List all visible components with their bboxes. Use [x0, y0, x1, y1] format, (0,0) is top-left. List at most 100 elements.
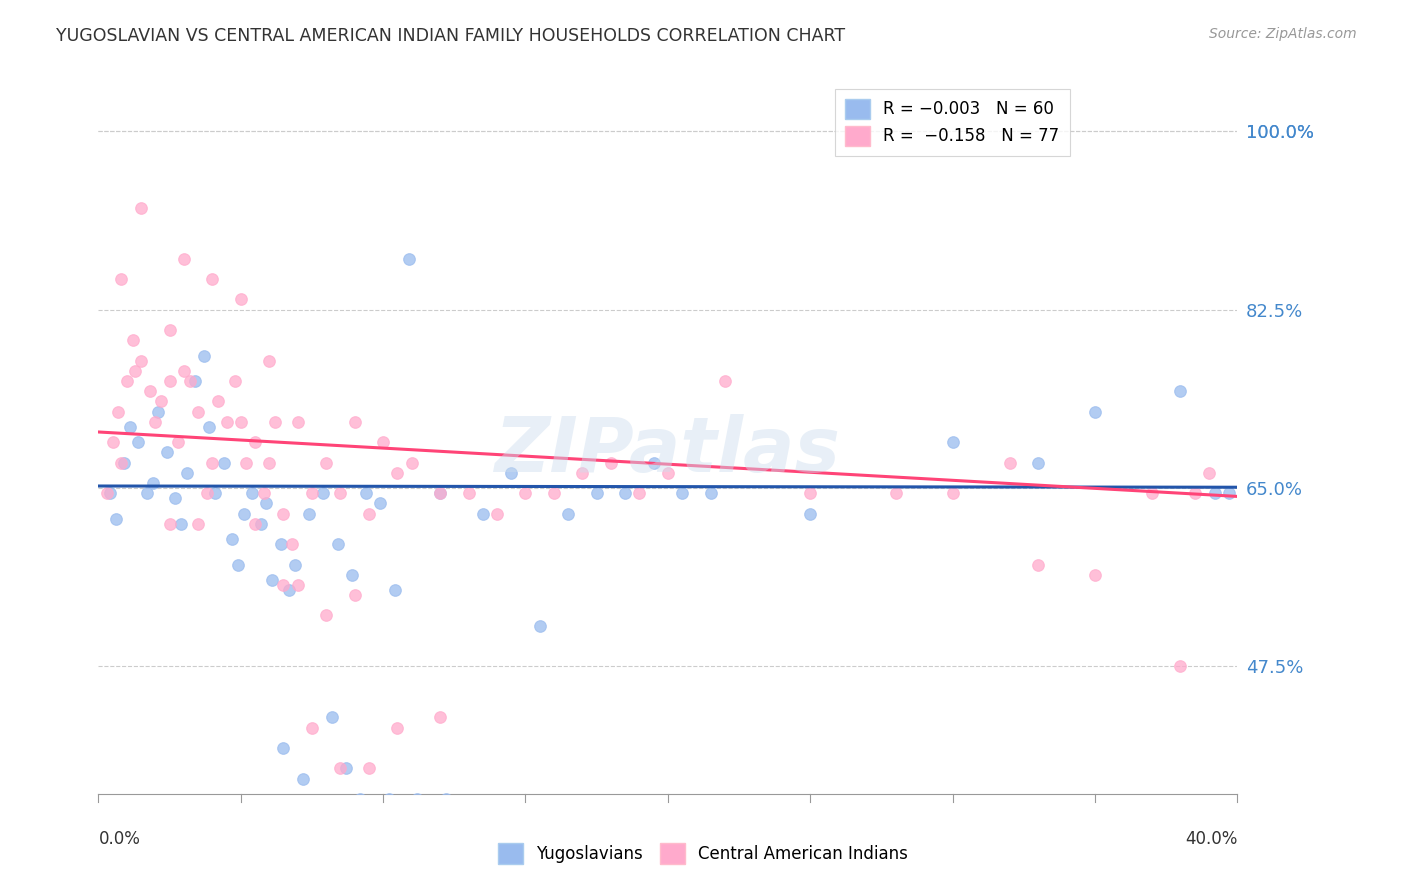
Point: [138, 384, 160, 399]
Point: [204, 486, 226, 500]
Point: [176, 466, 198, 480]
Point: [1170, 659, 1192, 673]
Point: [229, 415, 252, 429]
Point: [1198, 466, 1220, 480]
Point: [179, 374, 201, 388]
Point: [998, 456, 1021, 470]
Point: [384, 582, 406, 597]
Point: [118, 420, 141, 434]
Point: [148, 404, 170, 418]
Point: [232, 507, 254, 521]
Point: [614, 486, 637, 500]
Point: [98, 486, 121, 500]
Point: [221, 532, 243, 546]
Point: [357, 507, 380, 521]
Point: [1218, 486, 1240, 500]
Point: [699, 486, 721, 500]
Point: [287, 415, 309, 429]
Point: [529, 618, 551, 632]
Point: [335, 761, 357, 775]
Point: [110, 456, 132, 470]
Point: [201, 456, 224, 470]
Point: [557, 507, 579, 521]
Point: [273, 741, 295, 756]
Point: [129, 201, 152, 215]
Point: [315, 456, 337, 470]
Point: [1084, 567, 1107, 582]
Point: [129, 353, 152, 368]
Point: [215, 415, 238, 429]
Point: [643, 456, 665, 470]
Point: [406, 792, 429, 806]
Point: [543, 486, 565, 500]
Point: [343, 588, 366, 602]
Point: [429, 486, 451, 500]
Point: [429, 486, 451, 500]
Point: [249, 516, 271, 531]
Point: [585, 486, 607, 500]
Point: [329, 486, 352, 500]
Point: [159, 516, 181, 531]
Point: [1140, 486, 1163, 500]
Point: [252, 486, 274, 500]
Point: [501, 466, 523, 480]
Point: [141, 475, 163, 490]
Point: [259, 353, 281, 368]
Point: [207, 394, 229, 409]
Point: [273, 507, 295, 521]
Point: [281, 537, 304, 551]
Text: 40.0%: 40.0%: [1185, 830, 1237, 847]
Point: [401, 456, 423, 470]
Point: [343, 415, 366, 429]
Point: [259, 456, 281, 470]
Point: [301, 486, 323, 500]
Point: [201, 272, 224, 286]
Point: [354, 486, 377, 500]
Point: [240, 486, 263, 500]
Text: Source: ZipAtlas.com: Source: ZipAtlas.com: [1209, 27, 1357, 41]
Point: [1184, 486, 1206, 500]
Point: [387, 466, 409, 480]
Point: [173, 252, 195, 266]
Point: [159, 323, 181, 337]
Point: [1204, 486, 1226, 500]
Point: [657, 466, 679, 480]
Point: [714, 374, 737, 388]
Point: [195, 486, 218, 500]
Point: [471, 507, 494, 521]
Point: [884, 486, 907, 500]
Point: [301, 721, 323, 735]
Point: [235, 456, 257, 470]
Point: [224, 374, 246, 388]
Point: [571, 466, 593, 480]
Point: [457, 486, 479, 500]
Text: ZIPatlas: ZIPatlas: [495, 415, 841, 488]
Point: [312, 486, 335, 500]
Point: [243, 435, 266, 450]
Point: [254, 496, 277, 510]
Point: [1170, 384, 1192, 399]
Point: [96, 486, 118, 500]
Point: [671, 486, 693, 500]
Point: [429, 710, 451, 724]
Point: [229, 293, 252, 307]
Point: [628, 486, 651, 500]
Point: [135, 486, 157, 500]
Point: [156, 445, 179, 459]
Legend: Yugoslavians, Central American Indians: Yugoslavians, Central American Indians: [491, 837, 915, 871]
Point: [284, 558, 307, 572]
Point: [264, 415, 287, 429]
Point: [226, 558, 249, 572]
Point: [145, 415, 167, 429]
Point: [942, 486, 965, 500]
Point: [167, 435, 190, 450]
Point: [170, 516, 193, 531]
Point: [357, 761, 380, 775]
Point: [434, 792, 457, 806]
Point: [273, 578, 295, 592]
Point: [184, 374, 207, 388]
Point: [1026, 456, 1049, 470]
Point: [329, 761, 352, 775]
Point: [110, 272, 132, 286]
Point: [173, 364, 195, 378]
